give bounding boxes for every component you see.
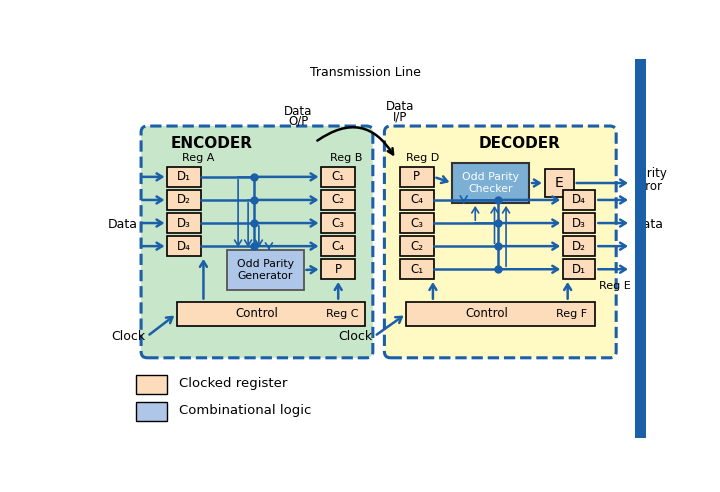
Text: Parity: Parity xyxy=(634,166,667,180)
Bar xyxy=(563,190,595,210)
Bar xyxy=(321,167,355,187)
Text: D₃: D₃ xyxy=(572,216,586,230)
Bar xyxy=(137,375,167,394)
Bar xyxy=(167,236,201,256)
Bar xyxy=(636,59,647,438)
Bar xyxy=(227,250,304,290)
Bar xyxy=(563,236,595,256)
Text: ENCODER: ENCODER xyxy=(170,136,252,151)
Text: D₂: D₂ xyxy=(177,193,191,207)
Text: Data: Data xyxy=(634,218,664,231)
Text: Clock: Clock xyxy=(112,330,145,343)
Bar xyxy=(563,213,595,233)
Text: Transmission Line: Transmission Line xyxy=(310,66,420,79)
Text: Odd Parity: Odd Parity xyxy=(237,259,294,269)
Text: Data: Data xyxy=(108,218,138,231)
Bar xyxy=(406,302,595,326)
Text: I/P: I/P xyxy=(392,110,407,123)
Text: C₂: C₂ xyxy=(410,240,423,253)
Text: C₂: C₂ xyxy=(332,193,345,207)
Text: Control: Control xyxy=(465,308,508,320)
Text: Error: Error xyxy=(634,180,663,192)
Bar xyxy=(400,190,433,210)
FancyBboxPatch shape xyxy=(384,126,616,358)
Bar xyxy=(400,167,433,187)
Text: C₃: C₃ xyxy=(410,216,423,230)
Bar xyxy=(137,401,167,421)
Bar xyxy=(544,169,574,197)
Text: Checker: Checker xyxy=(469,184,513,194)
Text: P: P xyxy=(413,170,420,184)
Text: Reg C: Reg C xyxy=(325,309,359,319)
Text: Data: Data xyxy=(284,105,312,118)
Bar xyxy=(167,213,201,233)
Text: Control: Control xyxy=(235,308,279,320)
Text: D₁: D₁ xyxy=(572,263,586,276)
Text: D₄: D₄ xyxy=(572,193,586,207)
Bar xyxy=(400,213,433,233)
Text: Combinational logic: Combinational logic xyxy=(179,404,311,417)
Text: C₁: C₁ xyxy=(410,263,423,276)
Text: C₄: C₄ xyxy=(332,240,345,253)
Text: Generator: Generator xyxy=(238,271,293,281)
Bar xyxy=(452,163,529,203)
Text: D₂: D₂ xyxy=(572,240,586,253)
Text: Reg A: Reg A xyxy=(182,153,215,162)
Text: Data: Data xyxy=(386,100,414,113)
Text: Reg D: Reg D xyxy=(406,153,439,162)
FancyBboxPatch shape xyxy=(141,126,373,358)
Bar xyxy=(563,259,595,279)
Bar xyxy=(321,259,355,279)
Text: P: P xyxy=(335,263,342,276)
Text: D₄: D₄ xyxy=(177,240,191,253)
Text: D₃: D₃ xyxy=(177,216,191,230)
Text: DECODER: DECODER xyxy=(478,136,560,151)
Text: Clock: Clock xyxy=(338,330,373,343)
Text: O/P: O/P xyxy=(288,114,308,127)
Text: C₁: C₁ xyxy=(332,170,345,184)
Text: Odd Parity: Odd Parity xyxy=(462,172,519,182)
Bar xyxy=(321,213,355,233)
Bar xyxy=(167,167,201,187)
Bar xyxy=(321,236,355,256)
Text: E: E xyxy=(555,176,564,190)
Text: Reg E: Reg E xyxy=(599,281,631,291)
Text: C₃: C₃ xyxy=(332,216,345,230)
Bar xyxy=(321,190,355,210)
Text: C₄: C₄ xyxy=(410,193,423,207)
Text: D₁: D₁ xyxy=(177,170,192,184)
Bar xyxy=(167,190,201,210)
Text: Reg F: Reg F xyxy=(556,309,587,319)
Text: Reg B: Reg B xyxy=(330,153,362,162)
Bar xyxy=(176,302,365,326)
Bar xyxy=(400,236,433,256)
Text: Clocked register: Clocked register xyxy=(179,377,287,391)
Bar xyxy=(400,259,433,279)
